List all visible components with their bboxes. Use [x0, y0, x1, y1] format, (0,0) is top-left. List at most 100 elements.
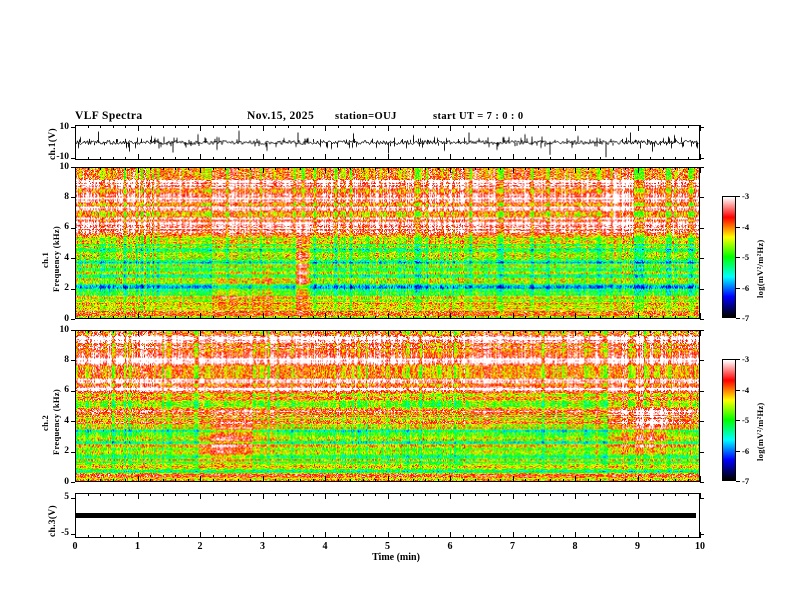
x-tick-top — [600, 167, 601, 170]
x-tick-label-8: 8 — [572, 541, 578, 552]
x-tick-top — [100, 330, 101, 333]
x-tick-bottom — [338, 479, 339, 482]
y-tick-label-ch2_spec-5: 0 — [64, 476, 69, 487]
x-tick-bottom — [688, 479, 689, 482]
x-tick-top — [125, 493, 126, 496]
x-tick-bottom — [688, 157, 689, 160]
figure-title-row: VLF Spectra Nov.15, 2025 station=OUJ sta… — [75, 110, 700, 124]
x-tick-bottom — [88, 157, 89, 160]
x-tick-top — [325, 330, 326, 336]
x-tick-bottom — [400, 535, 401, 538]
x-tick-bottom — [238, 479, 239, 482]
x-tick-bottom — [325, 313, 326, 319]
y-tick-label-ch2_spec-2: 6 — [64, 385, 69, 396]
panel-ch1-waveform — [75, 125, 700, 160]
x-tick-top — [388, 167, 389, 173]
x-tick-bottom — [375, 157, 376, 160]
x-tick-label-3: 3 — [260, 541, 265, 552]
x-tick-top — [550, 330, 551, 333]
colorbar-tick-label-1-3: -6 — [742, 446, 750, 456]
x-tick-bottom — [275, 157, 276, 160]
x-tick-top — [438, 330, 439, 333]
x-tick-top — [113, 167, 114, 170]
x-tick-bottom — [663, 535, 664, 538]
x-tick-bottom — [263, 154, 264, 160]
x-tick-bottom — [638, 313, 639, 319]
x-tick-top — [625, 125, 626, 128]
x-tick-bottom — [88, 535, 89, 538]
colorbar-tick — [736, 196, 740, 197]
x-tick-top — [263, 167, 264, 173]
x-tick-bottom — [300, 157, 301, 160]
x-tick-bottom — [438, 535, 439, 538]
x-tick-bottom — [463, 157, 464, 160]
x-tick-bottom — [625, 316, 626, 319]
x-tick-top — [238, 330, 239, 333]
x-tick-top — [675, 125, 676, 128]
x-tick-top — [688, 330, 689, 333]
x-tick-top — [613, 330, 614, 333]
x-tick-bottom — [113, 157, 114, 160]
x-tick-bottom — [550, 316, 551, 319]
x-tick-top — [700, 167, 701, 173]
x-tick-bottom — [125, 316, 126, 319]
x-tick-top — [375, 125, 376, 128]
colorbar-tick-label-0-2: -5 — [742, 252, 750, 262]
x-tick-top — [563, 493, 564, 496]
x-tick-top — [450, 167, 451, 173]
x-tick-bottom — [413, 157, 414, 160]
x-tick-bottom — [200, 313, 201, 319]
y-tick-ch3_wave — [71, 534, 75, 535]
y-tick-ch2_spec — [71, 482, 75, 483]
x-tick-top — [175, 167, 176, 170]
x-tick-top — [150, 330, 151, 333]
x-tick-bottom — [288, 157, 289, 160]
x-tick-top — [100, 125, 101, 128]
x-tick-bottom — [525, 479, 526, 482]
x-tick-bottom — [625, 157, 626, 160]
start-ut-label: start UT = 7 : 0 : 0 — [433, 111, 524, 122]
colorbar-label-ch2: log(mV²/m²Hz) — [755, 402, 765, 461]
x-tick-top — [138, 167, 139, 173]
x-tick-bottom — [175, 316, 176, 319]
x-tick-top — [75, 125, 76, 131]
x-tick-top — [488, 125, 489, 128]
x-tick-bottom — [550, 479, 551, 482]
x-tick-top — [463, 493, 464, 496]
x-tick-bottom — [213, 157, 214, 160]
y-tick-label-ch2_spec-0: 10 — [59, 324, 70, 335]
x-tick-top — [225, 330, 226, 333]
x-tick-top — [663, 493, 664, 496]
x-tick-top — [138, 330, 139, 336]
x-tick-top — [450, 330, 451, 336]
x-tick-top — [675, 167, 676, 170]
x-tick-bottom — [413, 479, 414, 482]
x-tick-top — [525, 330, 526, 333]
x-tick-top — [538, 493, 539, 496]
x-tick-bottom — [213, 316, 214, 319]
x-tick-bottom — [700, 476, 701, 482]
x-tick-top — [238, 125, 239, 128]
x-tick-bottom — [488, 535, 489, 538]
x-tick-top — [563, 167, 564, 170]
x-tick-bottom — [675, 535, 676, 538]
x-tick-top — [425, 125, 426, 128]
x-tick-bottom — [538, 479, 539, 482]
x-tick-top — [88, 125, 89, 128]
y-tick-ch3_wave — [71, 498, 75, 499]
y-tick-label-ch1_spec-2: 6 — [64, 222, 69, 233]
x-tick-bottom — [600, 535, 601, 538]
colorbar-tick — [736, 451, 740, 452]
colorbar-tick — [736, 227, 740, 228]
x-tick-bottom — [150, 535, 151, 538]
x-tick-bottom — [613, 157, 614, 160]
x-tick-top — [325, 125, 326, 131]
x-tick-top — [88, 330, 89, 333]
x-tick-bottom — [450, 476, 451, 482]
x-tick-bottom — [338, 535, 339, 538]
x-tick-top — [525, 493, 526, 496]
x-tick-top — [463, 330, 464, 333]
x-tick-bottom — [288, 479, 289, 482]
x-tick-bottom — [188, 535, 189, 538]
